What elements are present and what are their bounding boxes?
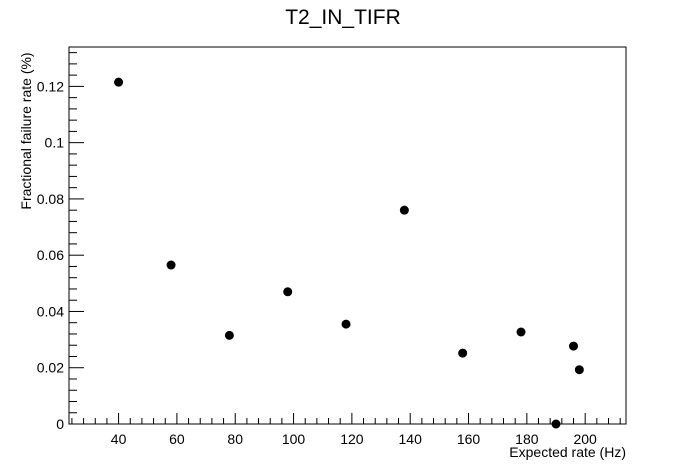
plot-frame [68, 46, 627, 425]
data-point [114, 77, 124, 87]
x-tick-label: 80 [227, 431, 243, 447]
y-tick-label: 0.1 [45, 135, 65, 151]
x-tick-label: 160 [457, 431, 481, 447]
y-tick-label: 0.02 [37, 360, 64, 376]
x-tick-label: 40 [111, 431, 127, 447]
data-point [341, 319, 351, 329]
data-point [224, 330, 234, 340]
x-axis: 40 60 80 100 120 140 160 180 200 [71, 413, 621, 447]
data-point [458, 348, 468, 358]
y-tick-label: 0 [56, 416, 64, 432]
y-axis: 0 0.02 0.04 0.06 0.08 0.1 0.12 [37, 52, 84, 432]
x-tick-label: 100 [282, 431, 306, 447]
y-tick-label: 0.04 [37, 303, 64, 319]
data-point [399, 205, 409, 215]
x-tick-label: 120 [340, 431, 364, 447]
data-point [166, 260, 176, 270]
y-tick-label: 0.06 [37, 247, 64, 263]
y-axis-label: Fractional failure rate (%) [18, 52, 34, 209]
x-tick-label: 200 [573, 431, 597, 447]
data-point [551, 419, 561, 429]
x-tick-label: 180 [515, 431, 539, 447]
x-tick-label: 60 [169, 431, 185, 447]
data-point [283, 287, 293, 297]
x-tick-label: 140 [399, 431, 423, 447]
chart-title: T2_IN_TIFR [285, 6, 401, 29]
x-axis-label: Expected rate (Hz) [509, 444, 626, 460]
y-tick-label: 0.12 [37, 78, 64, 94]
data-point [516, 327, 526, 337]
data-points [114, 77, 584, 429]
data-point [574, 365, 584, 375]
y-tick-label: 0.08 [37, 191, 64, 207]
data-point [569, 341, 579, 351]
